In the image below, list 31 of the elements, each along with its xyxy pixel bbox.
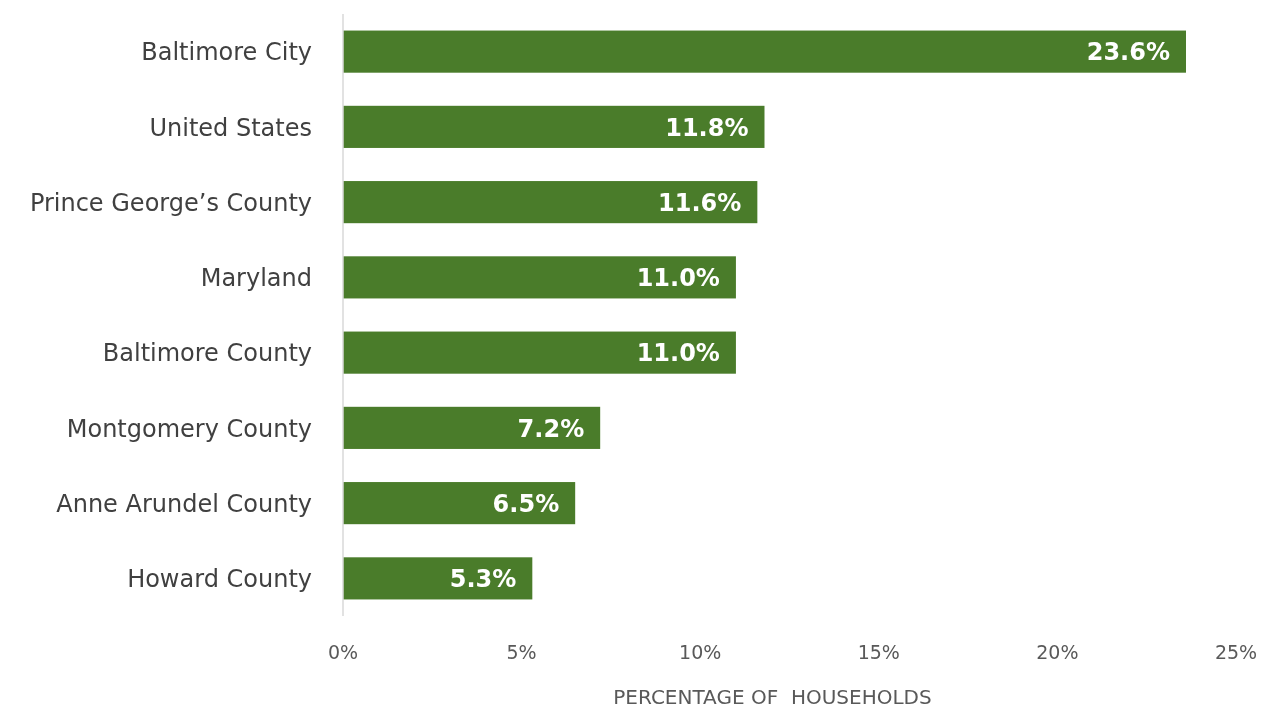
data-label: 11.6% [658, 188, 742, 217]
y-tick-label: Prince George’s County [29, 188, 312, 217]
bar [343, 482, 576, 525]
data-label: 7.2% [517, 414, 585, 443]
y-tick-label: Baltimore County [102, 339, 312, 368]
x-tick-label: 25% [1214, 641, 1258, 663]
y-tick-label: Howard County [127, 565, 312, 594]
x-tick-label: 5% [506, 641, 537, 663]
data-label: 6.5% [492, 489, 560, 518]
data-label: 5.3% [449, 565, 517, 594]
bar [343, 30, 1186, 73]
x-tick-label: 10% [679, 641, 722, 663]
x-axis-title: PERCENTAGE OF HOUSEHOLDS [613, 685, 932, 709]
x-tick-label: 15% [857, 641, 900, 663]
y-tick-label: Montgomery County [66, 414, 312, 443]
bar [343, 406, 601, 449]
data-label: 11.0% [636, 339, 720, 368]
bar [343, 181, 758, 224]
y-tick-label: Maryland [200, 264, 312, 293]
data-label: 11.0% [636, 264, 720, 293]
bar [343, 331, 736, 374]
y-tick-label: Baltimore City [141, 38, 312, 67]
y-tick-label: United States [149, 113, 312, 142]
x-tick-label: 20% [1036, 641, 1079, 663]
data-label: 11.8% [665, 113, 749, 142]
bar [343, 256, 736, 299]
data-label: 23.6% [1086, 38, 1170, 67]
bar [343, 557, 533, 600]
bar [343, 105, 765, 148]
x-tick-label: 0% [327, 641, 359, 663]
y-tick-label: Anne Arundel County [56, 489, 312, 518]
